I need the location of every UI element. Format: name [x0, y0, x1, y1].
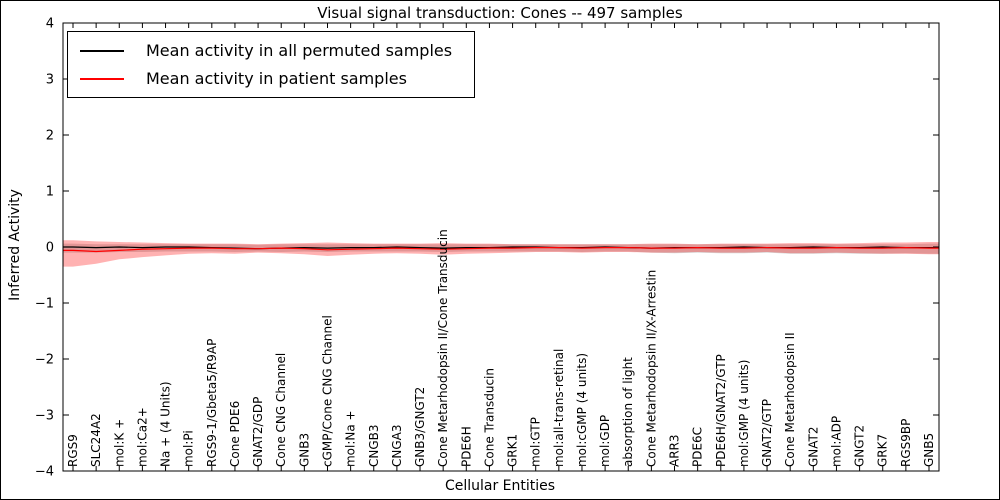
x-tick-label: Cone Metarhodopsin II/Cone Transducin	[436, 229, 450, 467]
x-tick-label: PDE6H	[459, 426, 473, 467]
x-tick-label: Cone PDE6	[228, 401, 242, 467]
y-tick-label: 0	[46, 241, 54, 256]
x-tick-label: Cone Metarhodopsin II/X-Arrestin	[644, 270, 658, 467]
x-tick-label: mol:K +	[112, 419, 126, 467]
x-tick-label: mol:Pi	[182, 430, 196, 467]
x-tick-label: GNB5	[922, 433, 936, 467]
x-tick-label: CNGA3	[390, 425, 404, 468]
y-tick-label: −3	[35, 409, 54, 424]
x-tick-label: GNGT2	[853, 425, 867, 467]
x-tick-label: RGS9	[66, 434, 80, 467]
y-tick-label: −1	[35, 297, 54, 312]
y-tick-label: −4	[35, 465, 54, 480]
x-tick-label: GNAT2	[806, 426, 820, 467]
x-tick-label: RGS9-1/Gbeta5/R9AP	[205, 339, 219, 467]
x-tick-label: Na + (4 Units)	[159, 381, 173, 467]
legend-item-label-1: Mean activity in patient samples	[146, 69, 407, 88]
y-tick-label: 1	[46, 185, 54, 200]
x-tick-label: mol:ADP	[829, 416, 843, 467]
series-band-1	[63, 240, 939, 267]
x-tick-label: GNB3/GNGT2	[413, 387, 427, 467]
series-line-0	[63, 246, 939, 250]
x-tick-label: mol:Ca2+	[135, 407, 149, 467]
x-tick-label: Cone Transducin	[482, 368, 496, 467]
y-tick-label: 3	[46, 73, 54, 88]
x-tick-label: Cone CNG Channel	[274, 353, 288, 467]
legend-line-sample-1	[80, 77, 124, 80]
x-tick-label: CNGB3	[367, 424, 381, 467]
x-tick-label: mol:all-trans-retinal	[552, 349, 566, 467]
series-line-1	[63, 246, 939, 253]
x-axis-label: Cellular Entities	[444, 478, 556, 494]
x-tick-label: RGS9BP	[899, 419, 913, 467]
x-tick-label: absorption of light	[621, 357, 635, 467]
x-tick-label: mol:GMP (4 units)	[737, 360, 751, 467]
x-tick-label: ARR3	[668, 434, 682, 467]
legend-item-0: Mean activity in all permuted samples	[80, 41, 452, 60]
y-tick-label: 4	[46, 17, 54, 32]
chart-title: Visual signal transduction: Cones -- 497…	[317, 4, 683, 22]
x-tick-label: GNB3	[297, 433, 311, 467]
y-tick-label: −2	[35, 353, 54, 368]
y-tick-label: 2	[46, 129, 54, 144]
x-tick-label: PDE6H/GNAT2/GTP	[714, 354, 728, 467]
x-tick-label: GRK1	[506, 434, 520, 467]
x-tick-label: Cone Metarhodopsin II	[783, 332, 797, 467]
x-tick-label: GRK7	[876, 434, 890, 467]
x-tick-label: GNAT2/GDP	[251, 397, 265, 467]
legend: Mean activity in all permuted samples Mea…	[67, 31, 476, 98]
y-axis-label: Inferred Activity	[7, 189, 23, 301]
x-tick-label: mol:cGMP (4 units)	[575, 353, 589, 467]
x-tick-label: SLC24A2	[89, 413, 103, 467]
legend-item-1: Mean activity in patient samples	[80, 69, 452, 88]
legend-line-sample-0	[80, 49, 124, 52]
x-tick-label: mol:GTP	[529, 417, 543, 467]
x-tick-label: cGMP/Cone CNG Channel	[320, 315, 334, 467]
legend-item-label-0: Mean activity in all permuted samples	[146, 41, 453, 60]
x-tick-label: GNAT2/GTP	[760, 399, 774, 467]
x-tick-label: mol:GDP	[598, 415, 612, 467]
x-tick-label: mol:Na +	[344, 410, 358, 467]
x-tick-label: PDE6C	[691, 427, 705, 467]
